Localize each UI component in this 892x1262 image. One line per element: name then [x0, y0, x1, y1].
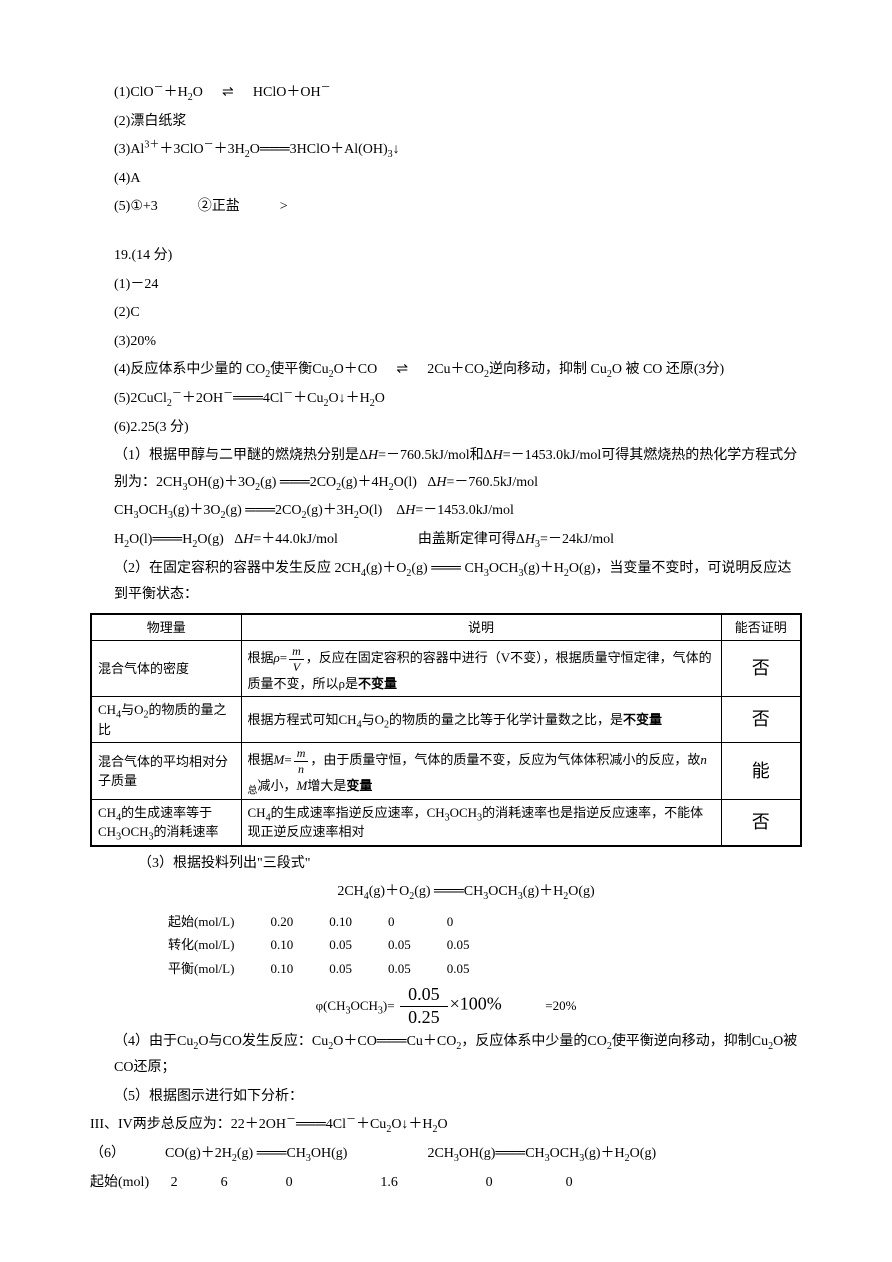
table-cell: 能 [721, 743, 801, 799]
ice-cell: 0.05 [370, 957, 429, 981]
q19-a2: (2)C [114, 300, 802, 327]
table-cell: 混合气体的平均相对分子质量 [91, 743, 241, 799]
q19-a1: (1)－24 [114, 272, 802, 299]
ice-row: 起始(mol/L) 0.20 0.10 0 0 [150, 910, 487, 934]
table-row: CH4的生成速率等于CH3OCH3的消耗速率 CH4的生成速率指逆反应速率，CH… [91, 799, 801, 846]
q18-a2: (2)漂白纸浆 [114, 109, 802, 136]
table-cell: 否 [721, 799, 801, 846]
table-row: 混合气体的平均相对分子质量 根据M=mn，由于质量守恒，气体的质量不变，反应为气… [91, 743, 801, 799]
q19-header: 19.(14 分) [114, 243, 802, 270]
q18-a4: (4)A [114, 166, 802, 193]
exp-p2: CH3OCH3(g)＋3O2(g) ═══2CO2(g)＋3H2O(l) ΔH=… [114, 498, 802, 525]
exp-p7: （5）根据图示进行如下分析： [114, 1084, 802, 1111]
ice-cell: 0.05 [370, 933, 429, 957]
table-cell: 根据ρ=mV，反应在固定容积的容器中进行（V不变），根据质量守恒定律，气体的质量… [241, 641, 721, 697]
q18-a3: (3)Al3＋＋3ClO－＋3H2O═══3HClO＋Al(OH)3↓ [114, 137, 802, 164]
table-header: 物理量 [91, 614, 241, 641]
ice-equation: 2CH4(g)＋O2(g) ═══CH3OCH3(g)＋H2O(g) [130, 879, 802, 906]
table-header-row: 物理量 说明 能否证明 [91, 614, 801, 641]
table-cell: 根据方程式可知CH4与O2的物质的量之比等于化学计量数之比，是不变量 [241, 697, 721, 743]
ice-cell: 0.10 [252, 933, 311, 957]
table-cell: CH4与O2的物质的量之比 [91, 697, 241, 743]
ice-cell: 0.10 [311, 910, 370, 934]
q19-a5: (5)2CuCl2－＋2OH－═══4Cl－＋Cu2O↓＋H2O [114, 386, 802, 413]
ice-label: 转化(mol/L) [150, 933, 252, 957]
table-cell: CH4的生成速率等于CH3OCH3的消耗速率 [91, 799, 241, 846]
exp-p4: （2）在固定容积的容器中发生反应 2CH4(g)＋O2(g) ═══ CH3OC… [114, 556, 802, 609]
ice-cell: 0 [429, 910, 488, 934]
table-cell: 混合气体的密度 [91, 641, 241, 697]
ice-cell: 0.20 [252, 910, 311, 934]
ice-row: 转化(mol/L) 0.10 0.05 0.05 0.05 [150, 933, 487, 957]
exp-p8: III、IV两步总反应为：22＋2OH－═══4Cl－＋Cu2O↓＋H2O [90, 1112, 802, 1139]
exp-p9: （6）CO(g)＋2H2(g) ═══CH3OH(g)2CH3OH(g)═══C… [90, 1141, 802, 1168]
table-cell: 否 [721, 697, 801, 743]
ice-label: 起始(mol/L) [150, 910, 252, 934]
table-row: CH4与O2的物质的量之比 根据方程式可知CH4与O2的物质的量之比等于化学计量… [91, 697, 801, 743]
exp-p1: （1）根据甲醇与二甲醚的燃烧热分别是ΔH=－760.5kJ/mol和ΔH=－14… [114, 443, 802, 496]
table-row: 混合气体的密度 根据ρ=mV，反应在固定容积的容器中进行（V不变），根据质量守恒… [91, 641, 801, 697]
ice-cell: 0.10 [252, 957, 311, 981]
ice-cell: 0.05 [429, 933, 488, 957]
exp-p3: H2O(l)═══H2O(g) ΔH=＋44.0kJ/mol由盖斯定律可得ΔH3… [114, 527, 802, 554]
ice-table: 起始(mol/L) 0.20 0.10 0 0 转化(mol/L) 0.10 0… [150, 910, 487, 981]
evidence-table: 物理量 说明 能否证明 混合气体的密度 根据ρ=mV，反应在固定容积的容器中进行… [90, 613, 802, 847]
ice-row: 平衡(mol/L) 0.10 0.05 0.05 0.05 [150, 957, 487, 981]
phi-calc: φ(CH3OCH3)= 0.050.25×100% =20% [90, 984, 802, 1028]
ice-cell: 0 [370, 910, 429, 934]
table-cell: CH4的生成速率指逆反应速率，CH3OCH3的消耗速率也是指逆反应速率，不能体现… [241, 799, 721, 846]
exp-p10: 起始(mol)2601.600 [90, 1170, 802, 1197]
ice-cell: 0.05 [311, 933, 370, 957]
q19-a6: (6)2.25(3 分) [114, 415, 802, 442]
ice-cell: 0.05 [429, 957, 488, 981]
exp-p5: （3）根据投料列出"三段式" [138, 851, 802, 878]
q18-a5: (5)①+3②正盐> [114, 194, 802, 221]
table-cell: 否 [721, 641, 801, 697]
table-header: 说明 [241, 614, 721, 641]
table-cell: 根据M=mn，由于质量守恒，气体的质量不变，反应为气体体积减小的反应，故n总减小… [241, 743, 721, 799]
exp-p6: （4）由于Cu2O与CO发生反应：Cu2O＋CO═══Cu＋CO2，反应体系中少… [114, 1029, 802, 1082]
q18-a1: (1)ClO－＋H2O⇌HClO＋OH－ [114, 80, 802, 107]
q19-a4: (4)反应体系中少量的 CO2使平衡Cu2O＋CO⇌2Cu＋CO2逆向移动，抑制… [114, 357, 802, 384]
ice-label: 平衡(mol/L) [150, 957, 252, 981]
q19-a3: (3)20% [114, 329, 802, 356]
ice-cell: 0.05 [311, 957, 370, 981]
table-header: 能否证明 [721, 614, 801, 641]
